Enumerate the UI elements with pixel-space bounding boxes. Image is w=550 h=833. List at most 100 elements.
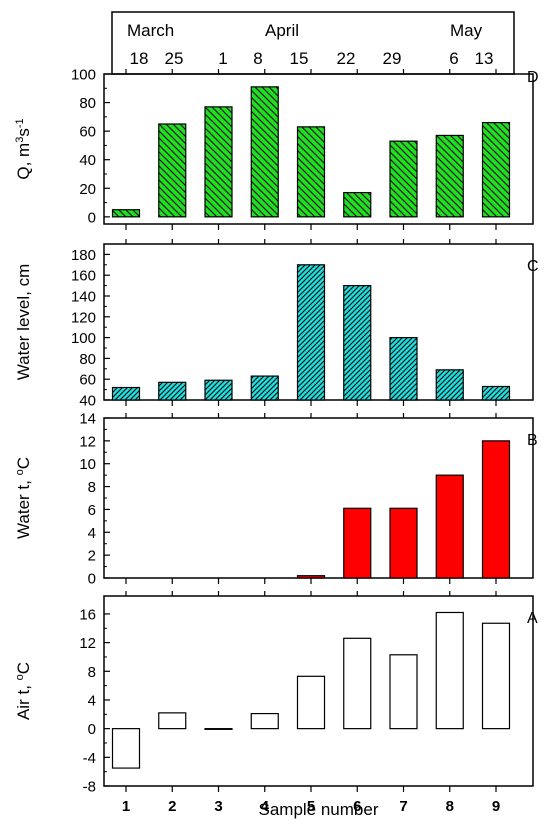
bar: [250, 712, 279, 730]
y-tick-label: 100: [71, 330, 96, 347]
day-label: 1: [218, 49, 227, 68]
x-tick-label: 9: [492, 798, 500, 815]
day-label: 8: [253, 49, 262, 68]
bar: [389, 507, 418, 579]
y-tick-label: 80: [79, 351, 96, 368]
bar: [343, 637, 372, 730]
bar: [389, 337, 418, 401]
y-axis-label-part: Air t,: [14, 680, 33, 720]
dates-box: March April May 18 25 1 8 15 22 29 6 13: [111, 11, 515, 75]
bar: [481, 385, 511, 401]
y-tick-label: 0: [88, 721, 96, 738]
bar: [204, 728, 233, 730]
bar: [111, 386, 141, 401]
y-axis-label-part: 3: [14, 137, 26, 143]
y-tick-label: 16: [79, 606, 96, 623]
y-axis-label: Water level, cm: [14, 264, 33, 381]
y-tick-label: 20: [79, 181, 96, 198]
y-axis-label-part: C: [14, 457, 33, 469]
bar: [111, 209, 141, 218]
y-tick-label: 14: [79, 411, 96, 428]
bar: [204, 106, 233, 218]
day-label: 18: [130, 49, 149, 68]
plot-frame: [103, 73, 534, 225]
y-axis-label: Q, m3s-1: [14, 118, 33, 179]
bar: [389, 654, 418, 730]
x-axis-label: Sample number: [258, 800, 378, 819]
bar: [296, 264, 326, 401]
day-label: 6: [449, 49, 458, 68]
month-may-label: May: [450, 21, 483, 40]
day-label: 15: [290, 49, 309, 68]
panel-letter: B: [527, 432, 538, 449]
x-tick-label: 1: [122, 798, 130, 815]
bar: [158, 381, 187, 401]
day-label: 13: [475, 49, 494, 68]
bar: [158, 712, 187, 730]
y-tick-label: 0: [88, 571, 96, 588]
y-tick-label: -4: [83, 750, 96, 767]
day-labels: 18 25 1 8 15 22 29 6 13: [130, 49, 494, 68]
bar: [296, 575, 326, 579]
panel-letter: A: [527, 610, 538, 627]
y-tick-label: 60: [79, 124, 96, 141]
bar: [435, 474, 464, 579]
bar: [111, 728, 141, 769]
y-tick-label: 4: [88, 692, 96, 709]
day-label: 22: [337, 49, 356, 68]
panel-c: 40 60 80 100 120 140 160 180 C Water level, cm: [14, 239, 539, 410]
bar: [481, 440, 511, 579]
y-tick-label: 8: [88, 664, 96, 681]
month-april-label: April: [265, 21, 299, 40]
y-tick-label: 140: [71, 289, 96, 306]
bar: [296, 675, 326, 730]
bar: [296, 126, 326, 218]
bar: [343, 191, 372, 218]
y-axis-label-part: -1: [14, 118, 26, 128]
bar: [481, 622, 511, 730]
bar: [204, 379, 233, 401]
y-tick-label: 180: [71, 247, 96, 264]
y-axis-label: Air t, oC: [14, 662, 33, 720]
x-tick-label: 4: [261, 798, 270, 815]
y-tick-label: 160: [71, 268, 96, 285]
y-axis-label-part: s: [14, 128, 33, 137]
x-tick-label: 2: [168, 798, 176, 815]
y-axis-label-part: C: [14, 662, 33, 674]
y-tick-label: 120: [71, 309, 96, 326]
y-tick-label: 80: [79, 95, 96, 112]
y-tick-label: 40: [79, 152, 96, 169]
bar: [435, 611, 464, 730]
dates-box-frame: [111, 11, 515, 75]
y-tick-label: 12: [79, 635, 96, 652]
plot-frame: [103, 595, 534, 787]
bar: [435, 369, 464, 401]
bar: [343, 285, 372, 401]
y-axis-label-part: o: [14, 674, 26, 680]
bar: [481, 121, 511, 218]
bar: [435, 134, 464, 218]
y-tick-label: 40: [79, 393, 96, 410]
panel-letter: D: [527, 69, 539, 86]
panel-letter: C: [527, 258, 539, 275]
bar: [250, 86, 279, 218]
x-tick-label: 7: [399, 798, 407, 815]
bar: [343, 507, 372, 579]
y-axis-label-part: Water t,: [14, 475, 33, 539]
y-tick-label: 0: [88, 209, 96, 226]
y-tick-label: 60: [79, 372, 96, 389]
plot-frame: [103, 417, 534, 579]
y-tick-label: -8: [83, 779, 96, 796]
bar: [389, 140, 418, 218]
y-tick-label: 100: [71, 67, 96, 84]
y-axis-label-part: Water level, cm: [14, 264, 33, 381]
bar: [158, 123, 187, 218]
y-axis-label: Water t, oC: [14, 457, 33, 539]
month-march-label: March: [127, 21, 174, 40]
x-tick-label: 5: [307, 798, 315, 815]
y-tick-label: 10: [79, 456, 96, 473]
y-tick-label: 12: [79, 433, 96, 450]
